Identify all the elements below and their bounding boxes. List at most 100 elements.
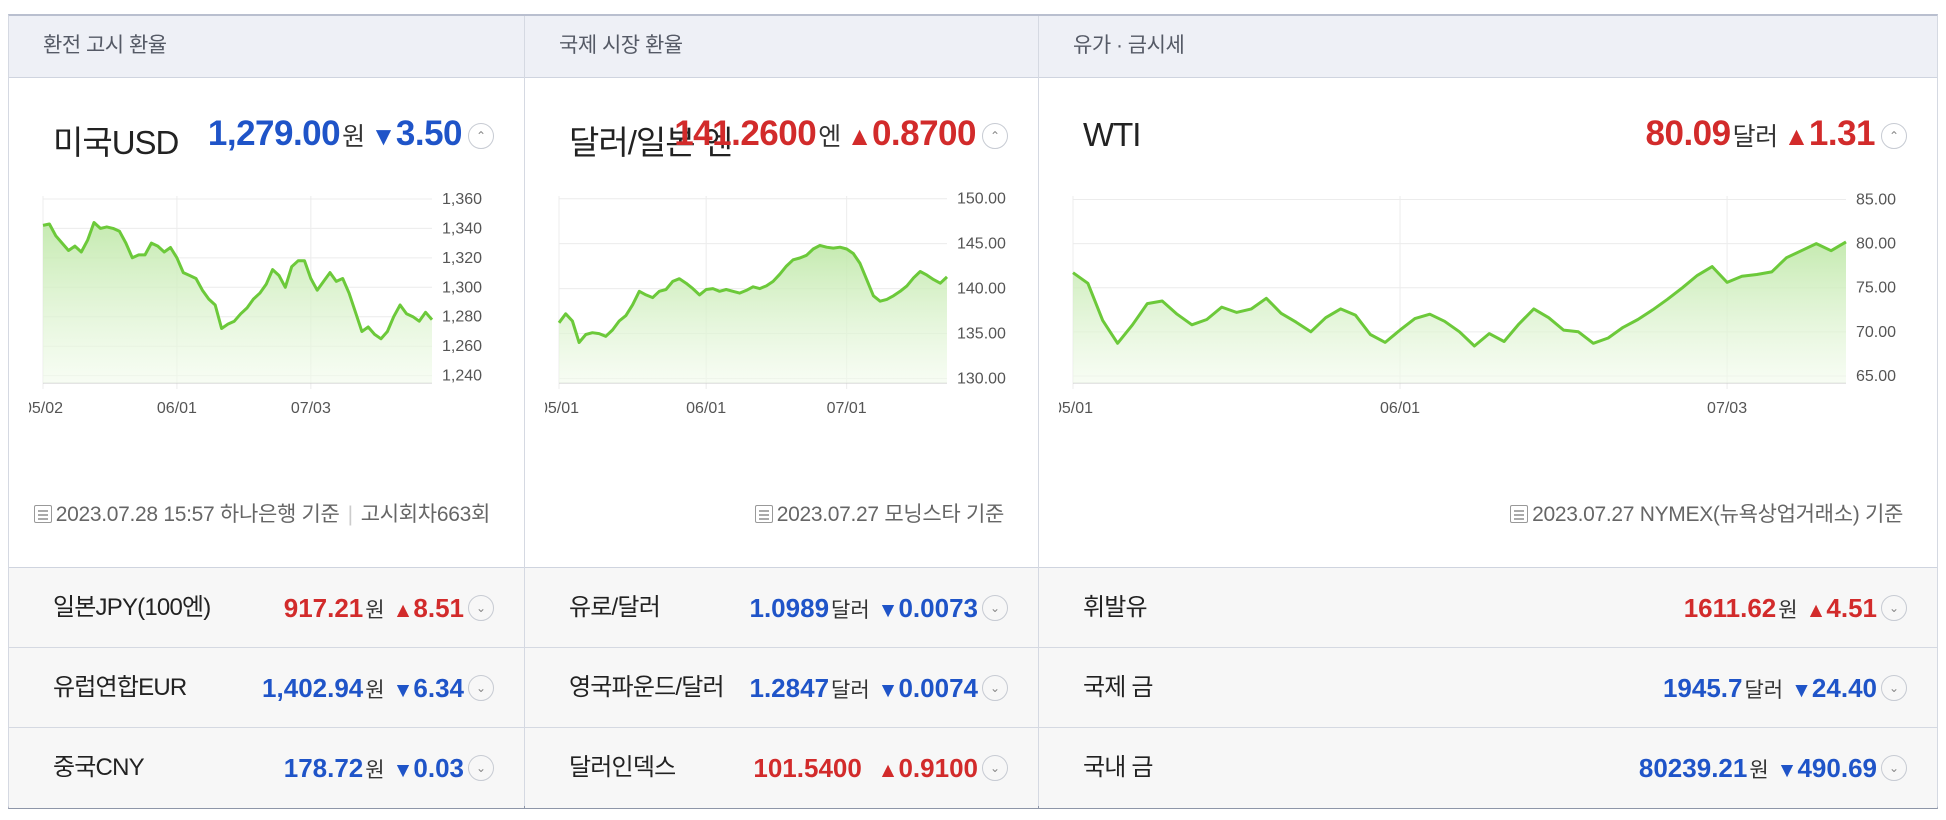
- expand-toggle-icon[interactable]: ⌄: [468, 755, 494, 781]
- separator: |: [347, 503, 353, 526]
- quote-row[interactable]: 휘발유 1611.62원 ▲4.51 ⌄: [1039, 568, 1937, 648]
- quote-row-price: 101.5400: [753, 753, 862, 783]
- main-quote-change: 1.31: [1808, 114, 1876, 153]
- quote-row-arrow-icon: ▼: [1791, 679, 1812, 702]
- quote-row[interactable]: 영국파운드/달러 1.2847달러 ▼0.0074 ⌄: [525, 648, 1038, 728]
- quote-row-price: 80239.21: [1638, 753, 1748, 783]
- quote-row-unit: 달러: [831, 679, 870, 702]
- main-quote-name: 달러/일본 엔: [569, 124, 733, 161]
- main-quote-value: 1,279.00원 ▼3.50: [207, 114, 463, 154]
- panel-usd: 환전 고시 환율 미국USD 1,279.00원 ▼3.50 ⌃ 1,360 1,340 1,…: [9, 16, 524, 808]
- quote-row-change: 24.40: [1811, 673, 1877, 703]
- quote-row-unit: 원: [1749, 759, 1769, 782]
- quote-row-name: 일본JPY(100엔): [53, 594, 211, 621]
- quote-row-change: 0.0073: [898, 593, 978, 623]
- source-round-text: 고시회차663회: [360, 503, 491, 526]
- quote-row[interactable]: 중국CNY 178.72원 ▼0.03 ⌄: [9, 728, 524, 808]
- y-tick-label: 1,340: [442, 220, 482, 237]
- quote-row-price: 1,402.94: [262, 673, 364, 703]
- x-tick-label: 07/03: [1707, 400, 1747, 417]
- main-quote-card[interactable]: 달러/일본 엔 141.2600엔 ▲0.8700 ⌃ 150.00 145.00 140.…: [525, 78, 1038, 568]
- quote-row-spacer: [864, 759, 870, 782]
- main-quote-value: 80.09달러 ▲1.31: [1645, 114, 1876, 154]
- quote-row[interactable]: 달러인덱스 101.5400 ▲0.9100 ⌄: [525, 728, 1038, 808]
- quote-row-name: 유로/달러: [569, 594, 661, 621]
- quote-row-unit: 원: [365, 759, 385, 782]
- main-quote-unit: 엔: [818, 123, 841, 151]
- quote-row-change: 4.51: [1826, 593, 1877, 623]
- quote-row-value: 1611.62원 ▲4.51: [1684, 568, 1877, 651]
- quote-row[interactable]: 일본JPY(100엔) 917.21원 ▲8.51 ⌄: [9, 568, 524, 648]
- main-quote-price: 80.09: [1645, 114, 1732, 153]
- main-quote-value: 141.2600엔 ▲0.8700: [674, 114, 976, 154]
- expand-toggle-icon[interactable]: ⌄: [1881, 755, 1907, 781]
- quote-row-change: 8.51: [413, 593, 464, 623]
- quote-row-arrow-icon: ▼: [877, 599, 899, 622]
- expand-toggle-icon[interactable]: ⌄: [468, 675, 494, 701]
- quote-row-name: 영국파운드/달러: [569, 674, 725, 701]
- expand-toggle-icon[interactable]: ⌄: [982, 595, 1008, 621]
- quote-row-value: 101.5400 ▲0.9100: [753, 728, 978, 811]
- exchange-rate-board: 환전 고시 환율 미국USD 1,279.00원 ▼3.50 ⌃ 1,360 1,340 1,…: [8, 14, 1938, 809]
- quote-row[interactable]: 유럽연합EUR 1,402.94원 ▼6.34 ⌄: [9, 648, 524, 728]
- quote-row-value: 178.72원 ▼0.03: [284, 728, 464, 811]
- document-icon: [754, 505, 773, 523]
- quote-row-price: 917.21: [283, 593, 364, 623]
- y-tick-label: 1,240: [442, 368, 482, 385]
- main-quote-name: 미국USD: [53, 124, 179, 161]
- series-area: [43, 222, 432, 383]
- series-line: [1072, 240, 1847, 348]
- panel-jpy: 국제 시장 환율 달러/일본 엔 141.2600엔 ▲0.8700 ⌃ 150.00 14…: [524, 16, 1038, 808]
- quote-row-unit: 원: [365, 679, 385, 702]
- expand-toggle-icon[interactable]: ⌄: [468, 595, 494, 621]
- main-quote-arrow-icon: ▲: [1783, 121, 1810, 151]
- quote-row-unit: 달러: [1744, 679, 1784, 702]
- panel-title: 유가 · 금시세: [1039, 16, 1937, 78]
- quote-row-change: 0.03: [413, 753, 464, 783]
- main-quote-unit: 달러: [1732, 123, 1779, 151]
- series-area: [1073, 241, 1846, 383]
- quote-row-value: 1,402.94원 ▼6.34: [262, 648, 464, 731]
- x-tick-label: 05/01: [1059, 400, 1093, 417]
- main-quote-arrow-icon: ▼: [370, 121, 397, 151]
- main-quote-card[interactable]: WTI 80.09달러 ▲1.31 ⌃ 85.00 80.00 75.00 70.00 65.0…: [1039, 78, 1937, 568]
- quote-row-arrow-icon: ▲: [392, 599, 414, 622]
- y-tick-label: 1,320: [442, 250, 482, 267]
- document-icon: [1510, 505, 1529, 523]
- main-quote-price: 1,279.00: [207, 114, 341, 153]
- expand-toggle-icon[interactable]: ⌄: [1881, 675, 1907, 701]
- quote-row-arrow-icon: ▼: [877, 679, 899, 702]
- y-tick-label: 1,360: [442, 191, 482, 208]
- quote-row-change: 0.9100: [898, 753, 978, 783]
- collapse-toggle-icon[interactable]: ⌃: [1881, 123, 1907, 149]
- y-tick-label: 1,300: [442, 279, 482, 296]
- quote-row-name: 유럽연합EUR: [53, 674, 187, 701]
- expand-toggle-icon[interactable]: ⌄: [1881, 595, 1907, 621]
- quote-row-name: 휘발유: [1083, 594, 1148, 621]
- main-quote-change: 3.50: [395, 114, 463, 153]
- main-quote-card[interactable]: 미국USD 1,279.00원 ▼3.50 ⌃ 1,360 1,340 1,320 1,300…: [9, 78, 524, 568]
- quote-row[interactable]: 유로/달러 1.0989달러 ▼0.0073 ⌄: [525, 568, 1038, 648]
- quote-row-change: 0.0074: [898, 673, 978, 703]
- x-tick-label: 06/01: [686, 400, 726, 417]
- collapse-toggle-icon[interactable]: ⌃: [982, 123, 1008, 149]
- panel-wti: 유가 · 금시세 WTI 80.09달러 ▲1.31 ⌃ 85.00 80.00 75.00 7…: [1038, 16, 1937, 808]
- expand-toggle-icon[interactable]: ⌄: [982, 755, 1008, 781]
- main-quote-price: 141.2600: [674, 114, 817, 153]
- quote-row[interactable]: 국제 금 1945.7달러 ▼24.40 ⌄: [1039, 648, 1937, 728]
- line-chart: 85.00 80.00 75.00 70.00 65.00 05/01 06/01 07/03: [1059, 192, 1896, 417]
- source-text: 2023.07.27 모닝스타 기준: [776, 503, 1005, 526]
- line-chart: 150.00 145.00 140.00 135.00 130.00 05/01 06/01…: [545, 191, 1006, 417]
- y-tick-label: 145.00: [957, 236, 1006, 253]
- quote-row-value: 1.2847달러 ▼0.0074: [750, 648, 979, 731]
- expand-toggle-icon[interactable]: ⌄: [982, 675, 1008, 701]
- quote-row-arrow-icon: ▼: [392, 679, 414, 702]
- quote-row-name: 중국CNY: [53, 754, 145, 781]
- quote-row[interactable]: 국내 금 80239.21원 ▼490.69 ⌄: [1039, 728, 1937, 808]
- collapse-toggle-icon[interactable]: ⌃: [468, 123, 494, 149]
- document-icon: [33, 505, 52, 523]
- y-tick-label: 140.00: [957, 281, 1006, 298]
- quote-row-price: 178.72: [283, 753, 364, 783]
- main-quote-arrow-icon: ▲: [846, 121, 873, 151]
- source-text: 2023.07.27 NYMEX(뉴욕상업거래소) 기준: [1532, 503, 1903, 526]
